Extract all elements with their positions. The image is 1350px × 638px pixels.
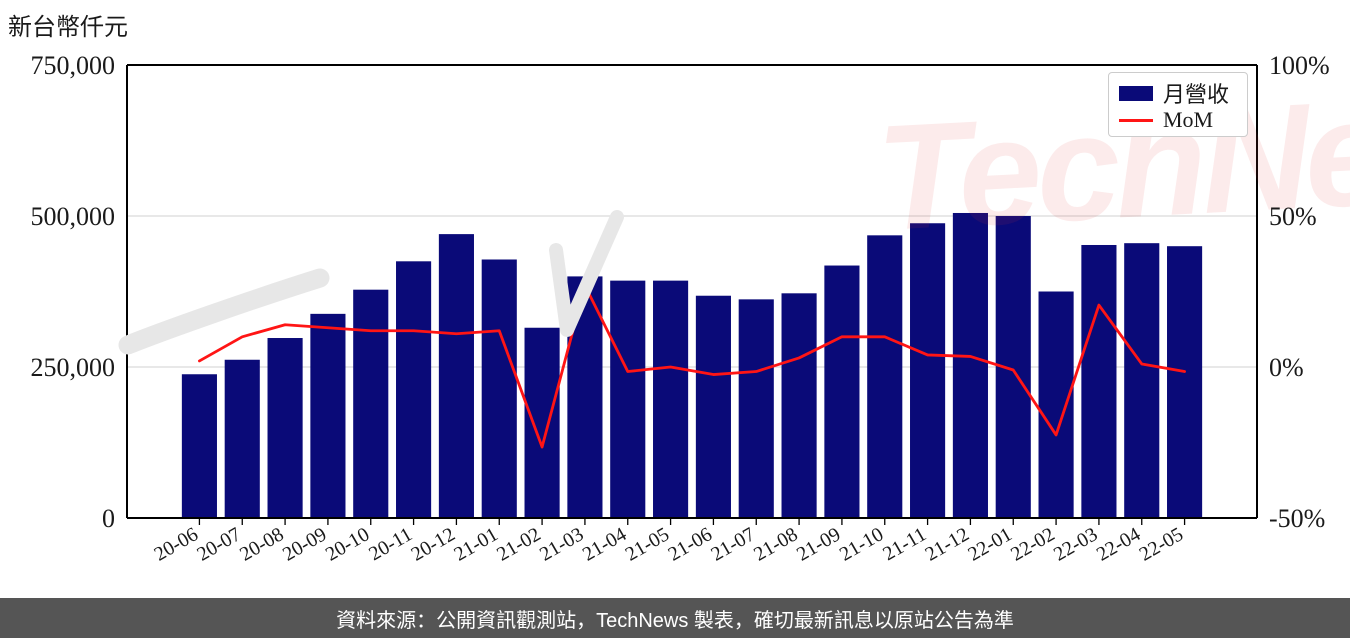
svg-text:50%: 50%: [1269, 202, 1317, 231]
svg-text:250,000: 250,000: [31, 353, 116, 382]
svg-text:20-06: 20-06: [151, 523, 202, 565]
svg-text:20-07: 20-07: [193, 523, 244, 565]
svg-text:新台幣仟元: 新台幣仟元: [8, 14, 128, 41]
svg-text:22-01: 22-01: [964, 523, 1015, 565]
svg-text:20-10: 20-10: [322, 523, 373, 565]
svg-text:21-08: 21-08: [750, 523, 801, 565]
svg-text:500,000: 500,000: [31, 202, 116, 231]
svg-text:21-07: 21-07: [707, 523, 758, 565]
svg-text:21-06: 21-06: [665, 523, 716, 565]
svg-text:21-10: 21-10: [836, 523, 887, 565]
svg-text:22-04: 22-04: [1093, 523, 1144, 565]
svg-text:22-02: 22-02: [1007, 523, 1058, 565]
svg-text:22-05: 22-05: [1136, 523, 1187, 565]
svg-text:750,000: 750,000: [31, 51, 116, 80]
svg-text:21-11: 21-11: [879, 523, 930, 565]
svg-text:21-03: 21-03: [536, 523, 587, 565]
svg-text:21-04: 21-04: [579, 523, 630, 565]
svg-text:20-09: 20-09: [279, 523, 330, 565]
svg-text:20-12: 20-12: [408, 523, 459, 565]
svg-text:21-09: 21-09: [793, 523, 844, 565]
svg-text:21-02: 21-02: [493, 523, 544, 565]
svg-text:21-05: 21-05: [622, 523, 673, 565]
svg-text:20-11: 20-11: [365, 523, 416, 565]
svg-text:0%: 0%: [1269, 353, 1304, 382]
svg-text:22-03: 22-03: [1050, 523, 1101, 565]
svg-text:21-12: 21-12: [922, 523, 973, 565]
svg-text:21-01: 21-01: [450, 523, 501, 565]
svg-text:0: 0: [102, 504, 115, 533]
svg-text:100%: 100%: [1269, 51, 1330, 80]
svg-text:20-08: 20-08: [236, 523, 287, 565]
svg-text:-50%: -50%: [1269, 504, 1325, 533]
